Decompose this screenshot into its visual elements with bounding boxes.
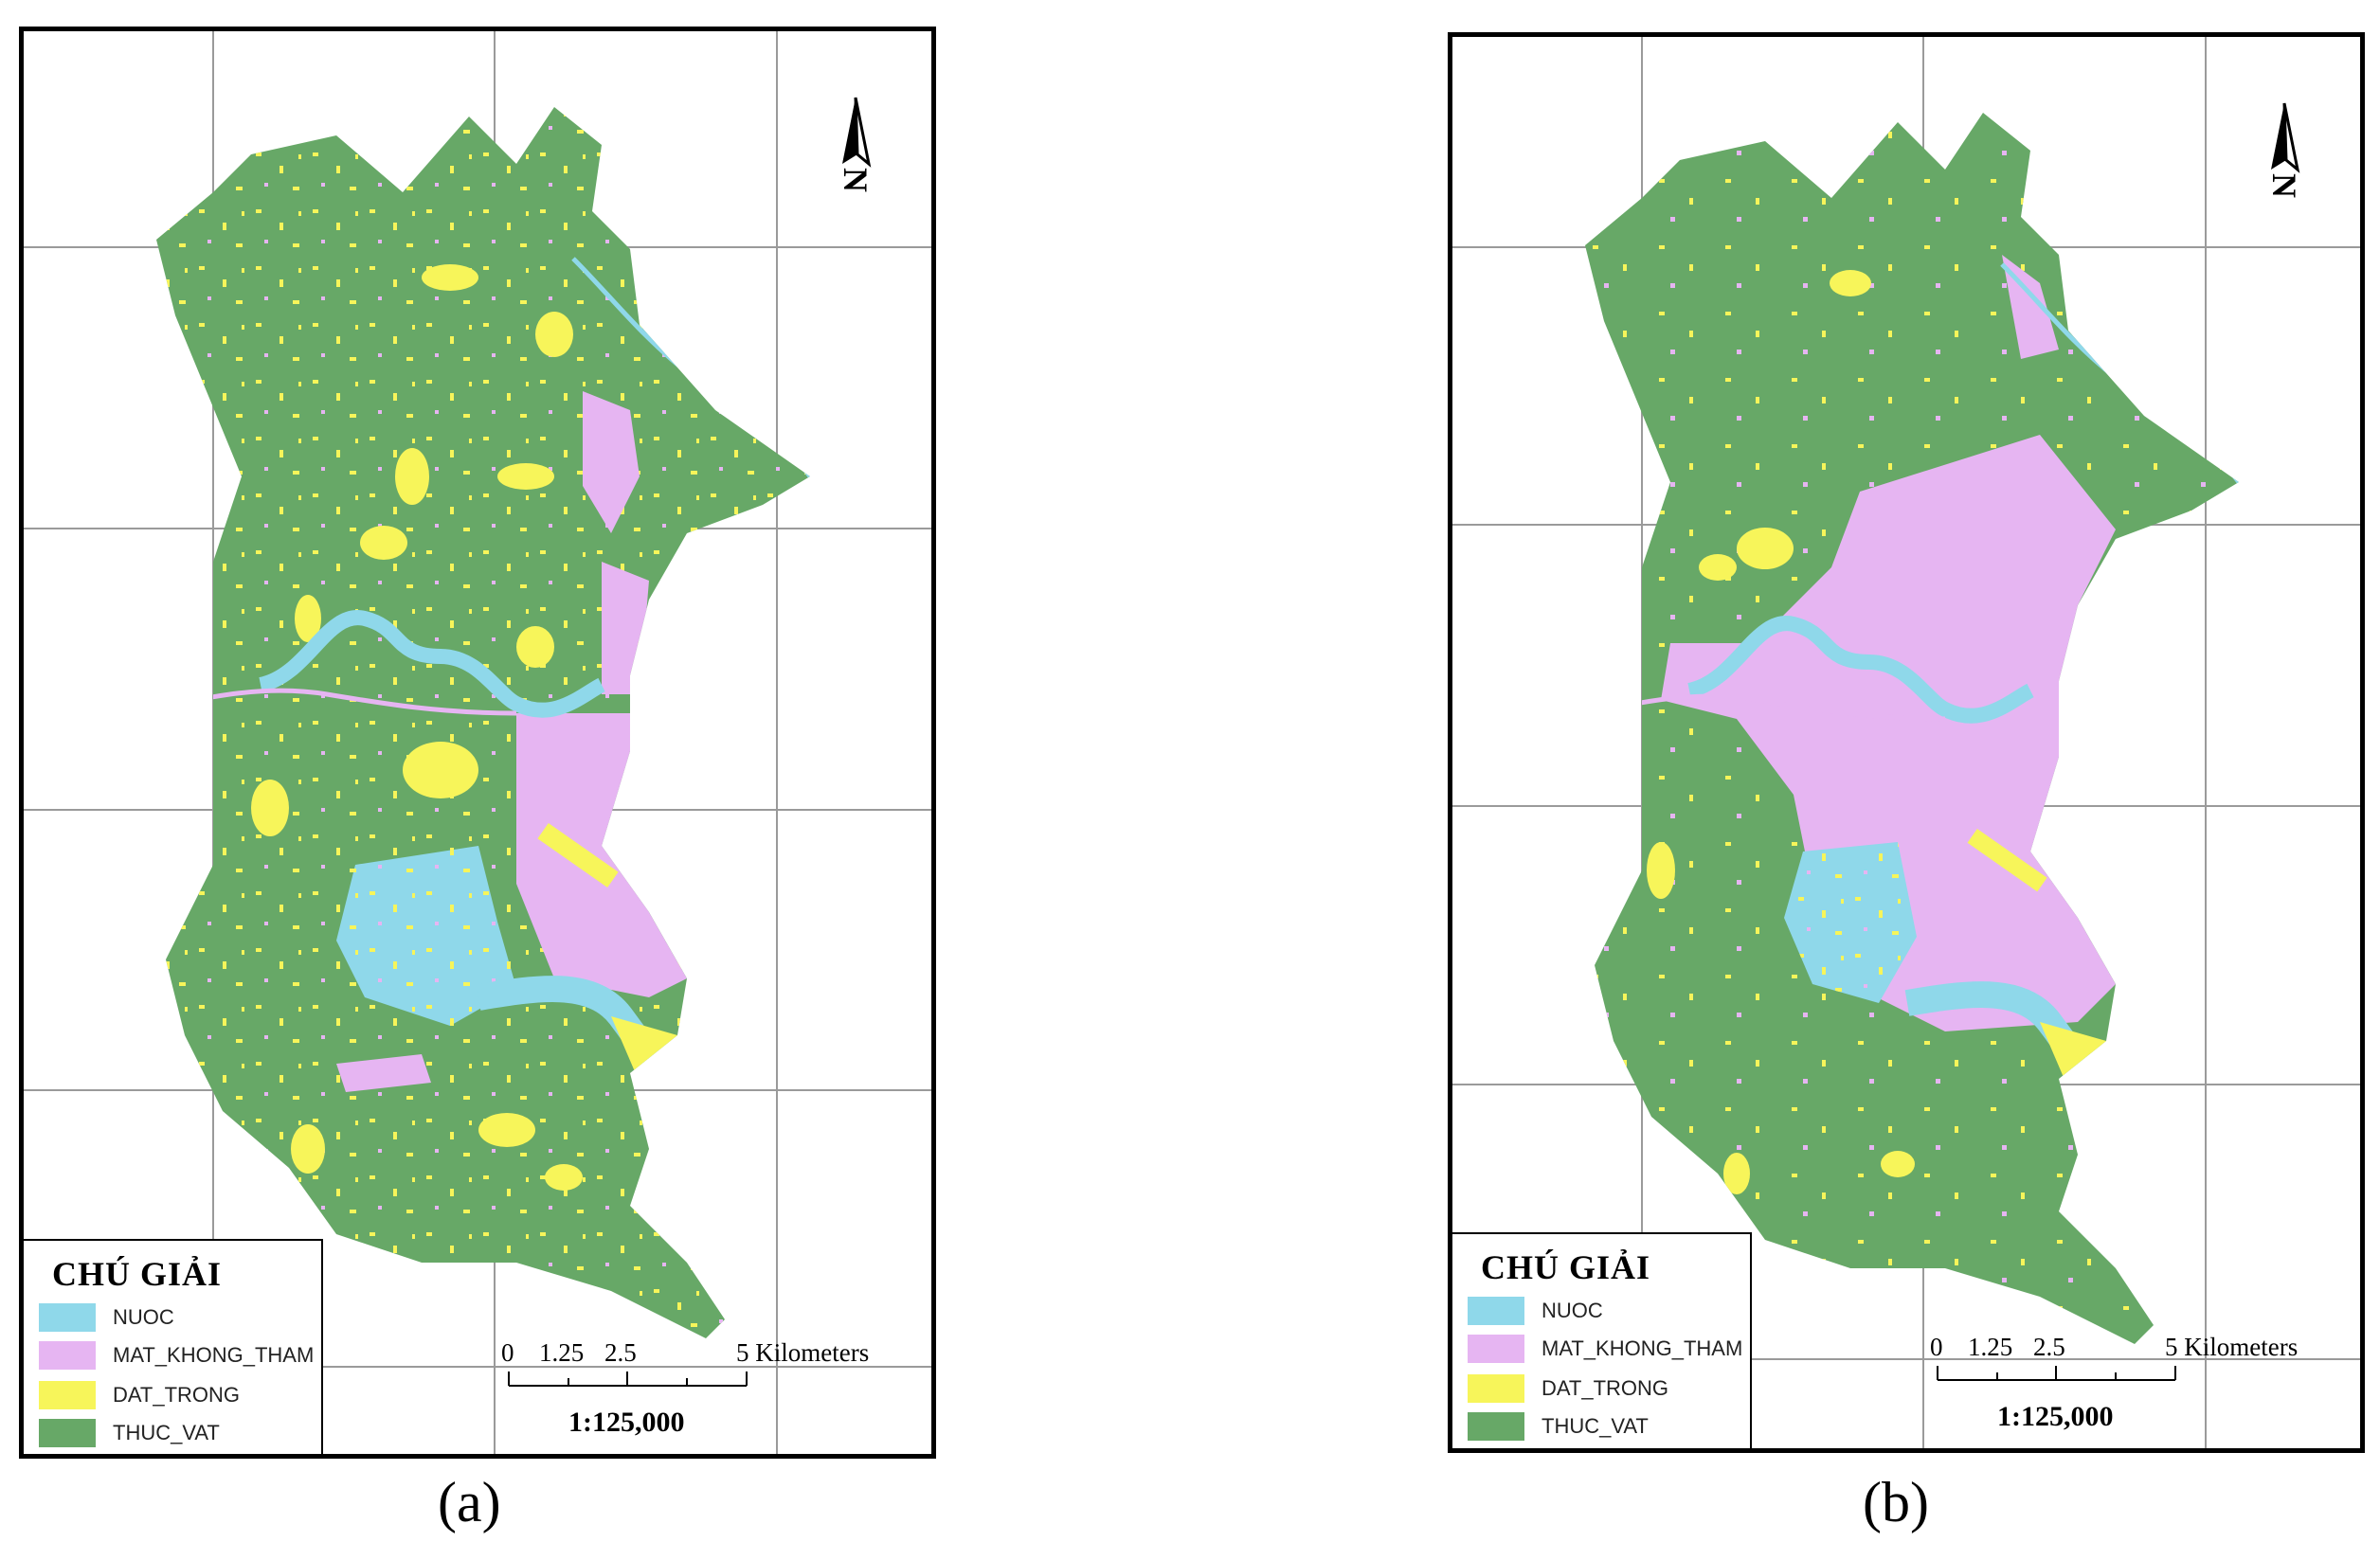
panel-caption-b: (b) <box>1863 1471 1929 1533</box>
scale-tick-1: 1.25 <box>539 1338 585 1367</box>
scale-ratio: 1:125,000 <box>568 1407 685 1438</box>
legend-title: CHÚ GIẢI <box>52 1255 223 1293</box>
panel-caption-a: (a) <box>438 1471 501 1533</box>
legend-label: THUC_VAT <box>1542 1414 1649 1438</box>
scale-tick-0: 0 <box>501 1338 514 1367</box>
svg-text:N: N <box>2265 173 2303 198</box>
legend-label: NUOC <box>113 1305 174 1329</box>
legend-label: MAT_KHONG_THAM <box>1542 1336 1743 1360</box>
legend-swatch <box>39 1303 96 1332</box>
scale-tick-0: 0 <box>1930 1333 1943 1361</box>
legend-a: CHÚ GIẢI NUOC MAT_KHONG_THAM DAT_TRONG T… <box>24 1239 323 1454</box>
legend-label: MAT_KHONG_THAM <box>113 1343 315 1367</box>
legend-swatch <box>39 1419 96 1447</box>
legend-swatch <box>1468 1335 1524 1363</box>
map-canvas-b: N <box>1452 37 2360 1448</box>
legend-swatch <box>1468 1412 1524 1441</box>
legend-swatch <box>39 1381 96 1409</box>
legend-label: THUC_VAT <box>113 1421 220 1444</box>
north-arrow-a: N <box>837 97 874 192</box>
legend-title: CHÚ GIẢI <box>1481 1248 1651 1286</box>
scale-tick-3: 5 Kilometers <box>736 1338 870 1367</box>
legend-swatch <box>1468 1374 1524 1403</box>
scale-tick-1: 1.25 <box>1968 1333 2013 1361</box>
north-arrow-b: N <box>2265 102 2303 198</box>
scale-ratio: 1:125,000 <box>1997 1401 2114 1432</box>
map-canvas-a: N <box>24 31 931 1454</box>
scale-tick-3: 5 Kilometers <box>2165 1333 2299 1361</box>
legend-label: DAT_TRONG <box>113 1383 241 1407</box>
legend-label: NUOC <box>1542 1299 1603 1322</box>
legend-swatch <box>1468 1297 1524 1325</box>
svg-text:N: N <box>837 168 874 192</box>
scale-tick-2: 2.5 <box>604 1338 637 1367</box>
map-frame-a: N 0 1.25 2.5 5 Kilometers 1:125,000 CHÚ … <box>19 27 936 1459</box>
legend-b: CHÚ GIẢI NUOC MAT_KHONG_THAM DAT_TRONG T… <box>1452 1232 1752 1448</box>
scale-tick-2: 2.5 <box>2033 1333 2065 1361</box>
scale-bar-b <box>1937 1366 2176 1381</box>
legend-swatch <box>39 1341 96 1370</box>
scale-bar-a <box>508 1372 748 1387</box>
legend-label: DAT_TRONG <box>1542 1376 1669 1400</box>
map-frame-b: N 0 1.25 2.5 5 Kilometers 1:125,000 CHÚ … <box>1448 32 2365 1453</box>
